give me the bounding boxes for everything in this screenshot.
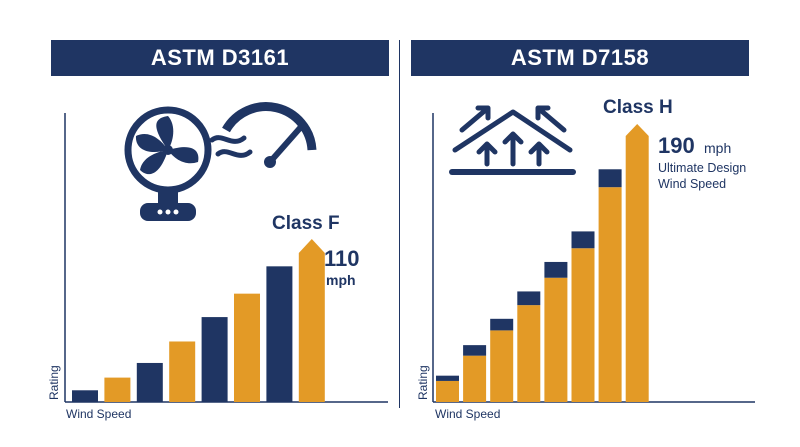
- right-highlight-unit: mph: [704, 140, 731, 156]
- left-bar-highlight-arrow: [298, 239, 325, 402]
- right-class-label: Class H: [603, 97, 673, 118]
- left-bar-series: [72, 239, 325, 402]
- right-bar-6-base: [571, 248, 595, 402]
- right-bar-2-base: [463, 355, 487, 402]
- right-x-axis-label: Wind Speed: [435, 407, 500, 421]
- right-highlight-value: 190: [658, 133, 695, 158]
- left-bar-6: [234, 293, 260, 402]
- left-class-label: Class F: [272, 213, 340, 234]
- right-bar-4-cap: [517, 291, 541, 306]
- left-y-axis-label: Rating: [47, 365, 61, 400]
- right-note-line-2: Wind Speed: [658, 177, 726, 191]
- left-bar-7: [266, 266, 293, 402]
- right-bar-7-cap: [598, 169, 622, 188]
- right-bar-series: [436, 124, 649, 402]
- left-x-axis-label: Wind Speed: [66, 407, 131, 421]
- right-bar-1-base: [436, 380, 459, 402]
- right-bar-3-base: [490, 330, 514, 402]
- left-chart-title-banner: ASTM D3161: [51, 40, 389, 76]
- panel-divider: [399, 40, 400, 408]
- right-bar-1-cap: [436, 375, 459, 381]
- fan-with-speed-gauge-icon: [124, 102, 317, 221]
- left-bar-1: [72, 390, 98, 402]
- right-bar-3-cap: [490, 318, 514, 331]
- right-bar-2-cap: [463, 345, 487, 356]
- right-bar-4-base: [517, 305, 541, 402]
- left-highlight-value: 110: [324, 246, 360, 271]
- left-bar-4: [169, 341, 196, 402]
- right-y-axis-label: Rating: [416, 365, 430, 400]
- left-highlight-unit: mph: [326, 272, 356, 288]
- left-bar-5: [201, 317, 228, 402]
- roof-wind-uplift-icon: [449, 105, 576, 175]
- right-bar-5-cap: [544, 261, 568, 278]
- right-bar-7-base: [598, 187, 622, 402]
- right-chart-title-banner: ASTM D7158: [411, 40, 749, 76]
- left-bar-3: [136, 362, 163, 402]
- right-bar-5-base: [544, 277, 568, 402]
- right-bar-highlight-arrow: [625, 124, 649, 402]
- left-chart-title: ASTM D3161: [150, 45, 290, 70]
- left-bar-2: [104, 377, 131, 402]
- right-bar-6-cap: [571, 231, 595, 249]
- right-chart-title: ASTM D7158: [510, 45, 650, 70]
- right-note-line-1: Ultimate Design: [658, 161, 746, 175]
